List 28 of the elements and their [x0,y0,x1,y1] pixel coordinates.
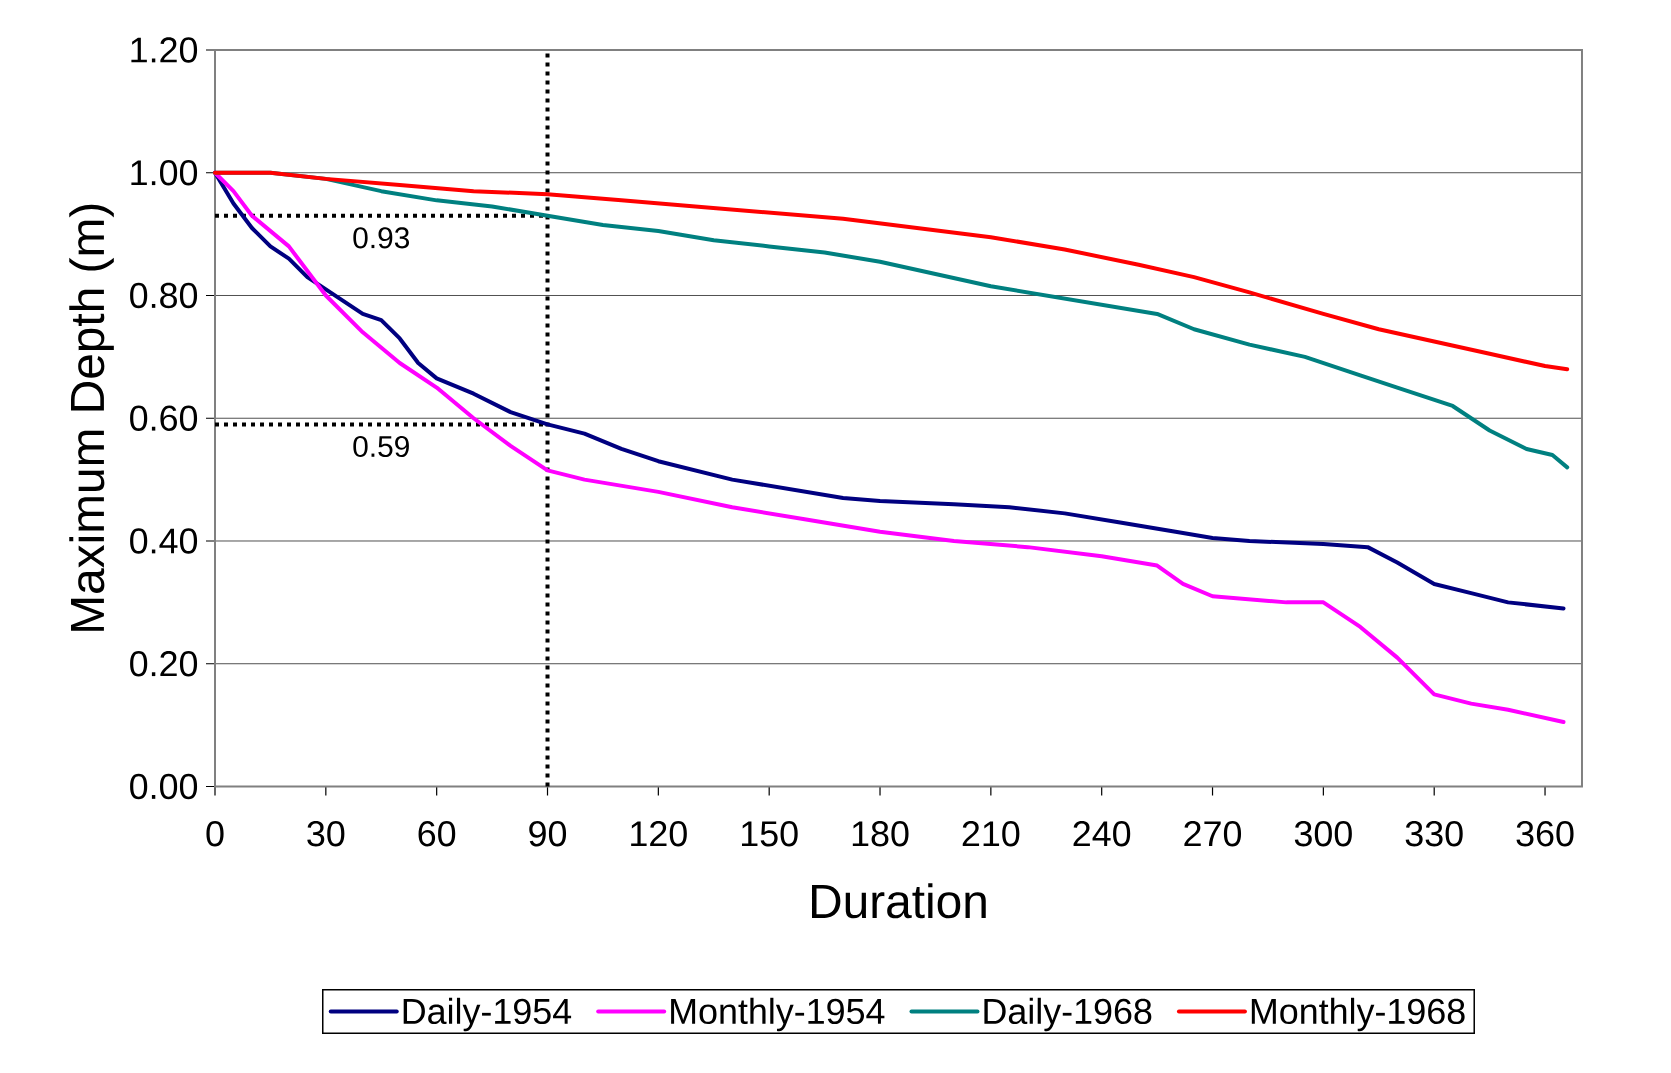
x-tick-label: 330 [1405,821,1463,847]
x-tick-label: 60 [418,821,456,847]
x-tick-label: 30 [307,821,345,847]
y-axis-title: Maximum Depth (m) [69,204,114,631]
legend-label: Daily-1968 [984,997,1152,1032]
x-tick-label: 360 [1516,821,1574,847]
x-tick-label: 180 [852,821,909,847]
x-tick-label: 270 [1184,821,1242,847]
y-tick-label: 1.20 [131,37,198,63]
x-tick-label: 90 [529,821,567,847]
legend-label: Monthly-1968 [1251,997,1465,1032]
x-tick-label: 120 [631,821,687,847]
legend-label: Daily-1954 [403,997,572,1032]
y-tick-label: 0.80 [130,282,198,309]
legend-label: Monthly-1954 [671,997,885,1032]
ref-line-label: 0.59 [353,435,409,458]
x-tick-label: 240 [1073,821,1131,847]
ref-line-label: 0.93 [353,227,410,249]
y-tick-label: 1.00 [131,160,198,186]
x-tick-label: 150 [742,821,798,847]
y-tick-label: 0.00 [130,773,198,800]
x-tick-label: 0 [206,821,224,847]
x-tick-label: 210 [962,821,1020,847]
x-tick-label: 300 [1294,821,1352,847]
x-axis-title: Duration [812,883,986,919]
y-tick-label: 0.40 [130,528,198,554]
y-tick-label: 0.20 [130,651,198,677]
y-tick-label: 0.60 [130,405,198,431]
